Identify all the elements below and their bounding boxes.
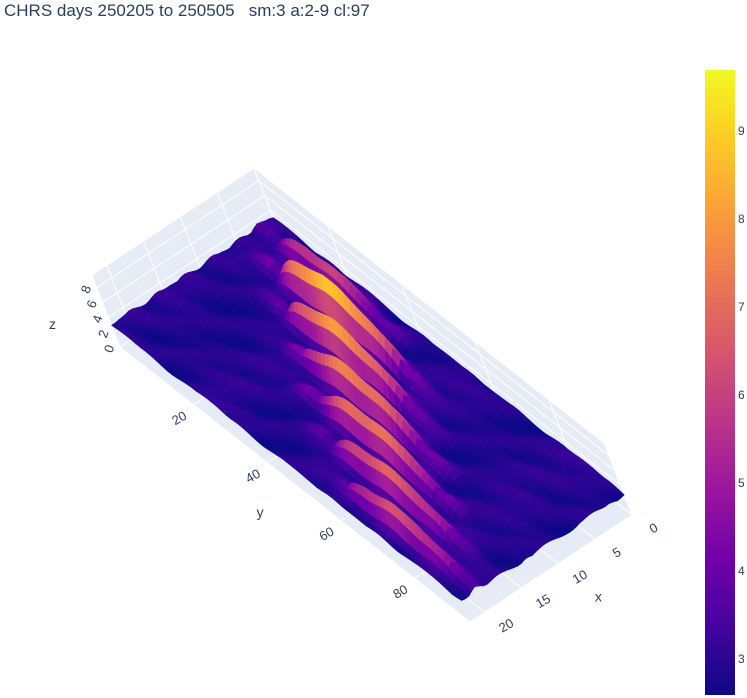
- x-tick-label: 5: [610, 544, 624, 561]
- colorbar-tick-label: 7: [738, 300, 745, 314]
- z-tick-label: 4: [89, 313, 106, 325]
- y-tick-label: 40: [243, 466, 263, 486]
- wall-gridline-z: [96, 180, 260, 289]
- colorbar-tick-label: 3: [738, 652, 745, 666]
- colorbar: 3 4 5 6 7 8 9: [705, 70, 745, 695]
- y-axis-title: y: [257, 504, 264, 520]
- z-tick-label: 2: [95, 328, 112, 340]
- colorbar-tick-label: 4: [738, 564, 745, 578]
- wall-gridline-z: [102, 195, 265, 303]
- y-tick-label: 60: [317, 524, 337, 544]
- x-tick-label: 10: [570, 567, 590, 587]
- z-axis-title: z: [49, 316, 56, 332]
- chart-title: CHRS days 250205 to 250505 sm:3 a:2-9 cl…: [4, 1, 370, 20]
- colorbar-tick-label: 6: [738, 388, 745, 402]
- z-tick-label: 0: [101, 343, 118, 355]
- scene-3d[interactable]: 0 5 10 15 20 x 20 40 60 80 y 0 2 4 6 8 z: [49, 166, 661, 635]
- surface-mesh[interactable]: [111, 217, 625, 601]
- x-tick-label: 0: [647, 520, 661, 537]
- x-tick-label: 20: [496, 615, 516, 635]
- surface-cell: [324, 353, 330, 368]
- surface-cell: [333, 395, 339, 409]
- x-axis-title: x: [595, 588, 602, 604]
- surface-cell: [320, 353, 326, 367]
- colorbar-tick-label: 9: [738, 124, 745, 138]
- wall-gridline-z: [108, 209, 271, 318]
- wall-gridline-z: [264, 195, 615, 471]
- colorbar-tick-label: 8: [738, 212, 745, 226]
- colorbar-tick-label: 5: [738, 476, 745, 490]
- x-tick-label: 15: [533, 591, 553, 611]
- z-tick-label: 8: [78, 283, 95, 295]
- surface-cell: [316, 351, 322, 366]
- colorbar-gradient: [705, 70, 735, 695]
- wall-gridline-z: [258, 180, 610, 457]
- z-tick-label: 6: [83, 298, 100, 310]
- wall-gridline-z: [270, 209, 621, 486]
- y-tick-label: 80: [390, 582, 410, 602]
- surface-cell: [284, 260, 290, 273]
- surface-cell: [456, 595, 467, 601]
- y-tick-label: 20: [169, 408, 189, 428]
